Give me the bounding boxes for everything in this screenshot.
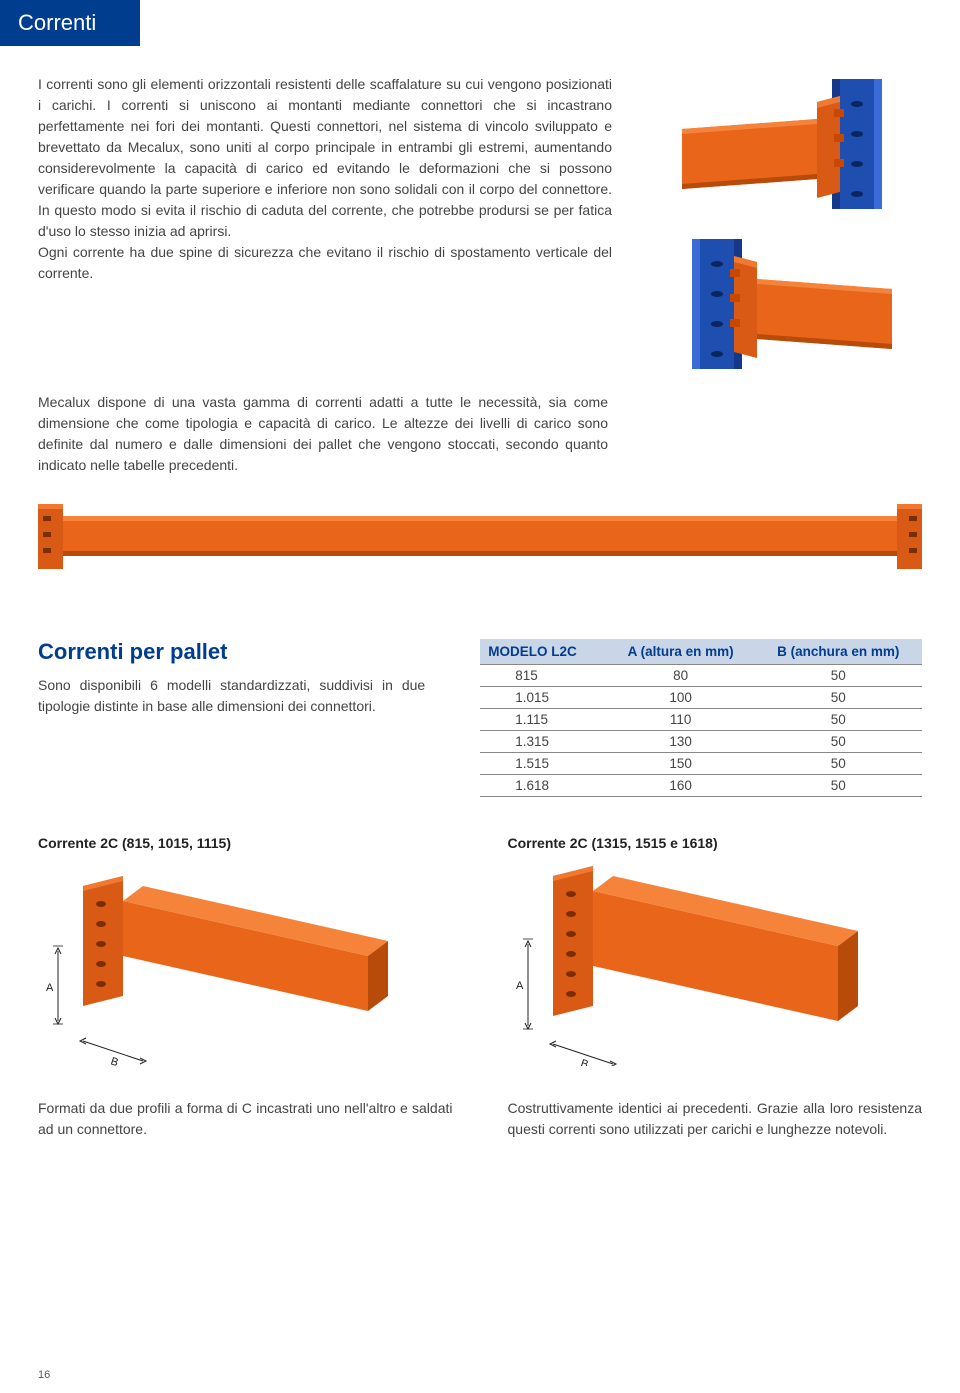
table-cell: 80 (607, 665, 755, 687)
intro-images (652, 74, 922, 374)
table-cell: 1.015 (480, 687, 607, 709)
table-body: 8158050 1.01510050 1.11511050 1.31513050… (480, 665, 922, 797)
dim-label-a: A (46, 982, 54, 994)
table-header-row: MODELO L2C A (altura en mm) B (anchura e… (480, 639, 922, 665)
model-left-image: A B (38, 866, 428, 1066)
table-cell: 50 (755, 775, 922, 797)
connector-detail-image-bottom (672, 234, 902, 374)
table-cell: 50 (755, 731, 922, 753)
table-cell: 1.115 (480, 709, 607, 731)
table-header: B (anchura en mm) (755, 639, 922, 665)
pallet-section-row: Correnti per pallet Sono disponibili 6 m… (38, 639, 922, 797)
page-number: 16 (38, 1369, 50, 1381)
table-cell: 160 (607, 775, 755, 797)
table-cell: 50 (755, 665, 922, 687)
table-cell: 150 (607, 753, 755, 775)
table-cell: 1.315 (480, 731, 607, 753)
table-cell: 50 (755, 753, 922, 775)
table-row: 1.51515050 (480, 753, 922, 775)
model-right-image: A B (508, 866, 898, 1066)
table-cell: 1.515 (480, 753, 607, 775)
intro-text-block: I correnti sono gli elementi orizzontali… (38, 74, 612, 374)
model-right: Corrente 2C (1315, 1515 e 1618) (508, 835, 923, 1140)
model-left-caption: Formati da due profili a forma di C inca… (38, 1098, 453, 1140)
table-cell: 815 (480, 665, 607, 687)
model-left-title: Corrente 2C (815, 1015, 1115) (38, 835, 453, 851)
svg-text:B: B (579, 1057, 590, 1066)
model-left: Corrente 2C (815, 1015, 1115) (38, 835, 453, 1140)
model-right-title: Corrente 2C (1315, 1515 e 1618) (508, 835, 923, 851)
pallet-section-description: Sono disponibili 6 modelli standardizzat… (38, 675, 425, 717)
connector-detail-image-top (672, 74, 902, 214)
table-row: 1.11511050 (480, 709, 922, 731)
table-header: MODELO L2C (480, 639, 607, 665)
intro-paragraph-1b: Ogni corrente ha due spine di sicurezza … (38, 242, 612, 284)
page-content: I correnti sono gli elementi orizzontali… (0, 46, 960, 1140)
table-cell: 130 (607, 731, 755, 753)
spec-table: MODELO L2C A (altura en mm) B (anchura e… (480, 639, 922, 797)
model-right-caption: Costruttivamente identici ai precedenti.… (508, 1098, 923, 1140)
table-cell: 1.618 (480, 775, 607, 797)
pallet-section-text: Correnti per pallet Sono disponibili 6 m… (38, 639, 425, 797)
intro-paragraph-1: I correnti sono gli elementi orizzontali… (38, 74, 612, 242)
svg-text:A: A (516, 980, 524, 992)
pallet-section-title: Correnti per pallet (38, 639, 425, 665)
long-beam-image (38, 504, 922, 569)
dim-label-b: B (109, 1055, 120, 1066)
table-row: 1.31513050 (480, 731, 922, 753)
table-cell: 110 (607, 709, 755, 731)
models-row: Corrente 2C (815, 1015, 1115) (38, 835, 922, 1140)
table-row: 8158050 (480, 665, 922, 687)
table-cell: 50 (755, 709, 922, 731)
table-row: 1.61816050 (480, 775, 922, 797)
table-header: A (altura en mm) (607, 639, 755, 665)
table-row: 1.01510050 (480, 687, 922, 709)
table-cell: 50 (755, 687, 922, 709)
table-cell: 100 (607, 687, 755, 709)
intro-paragraph-2: Mecalux dispone di una vasta gamma di co… (38, 392, 608, 476)
page-title: Correnti (18, 10, 96, 35)
page-header: Correnti (0, 0, 140, 46)
intro-row: I correnti sono gli elementi orizzontali… (38, 74, 922, 374)
